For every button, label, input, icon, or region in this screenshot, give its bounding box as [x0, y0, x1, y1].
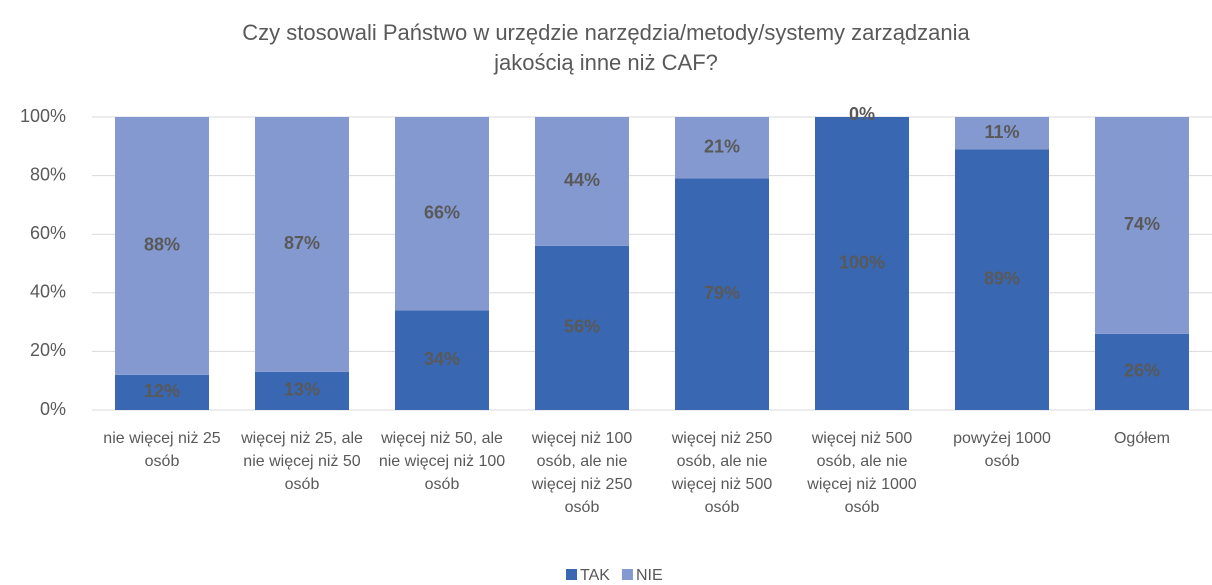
- bar-segment: [395, 117, 489, 311]
- bar-segment: [115, 117, 209, 375]
- y-tick-label: 60%: [30, 223, 66, 243]
- data-label: 56%: [564, 317, 600, 337]
- bar-segment: [815, 117, 909, 410]
- x-tick-label: więcej niż 25, ale nie więcej niż 50 osó…: [241, 430, 363, 493]
- legend-swatch: [621, 569, 633, 580]
- data-label: 74%: [1124, 214, 1160, 234]
- bar-segment: [395, 310, 489, 410]
- chart-title: Czy stosowali Państwo w urzędzie narzędz…: [242, 20, 970, 75]
- data-label: 88%: [144, 235, 180, 255]
- data-label: 11%: [984, 122, 1019, 142]
- x-tick-label: więcej niż 100 osób, ale nie więcej niż …: [531, 430, 633, 516]
- bar-segment: [1095, 333, 1189, 410]
- data-label: 44%: [564, 170, 600, 190]
- bar-segment: [115, 374, 209, 410]
- data-label: 66%: [424, 202, 460, 222]
- bar-segment: [955, 117, 1049, 150]
- legend-label: TAK: [580, 567, 610, 584]
- bar-segment: [535, 117, 629, 246]
- bar-segment: [675, 178, 769, 410]
- y-tick-label: 100%: [20, 106, 66, 126]
- bar-segment: [1095, 117, 1189, 334]
- x-tick-label: Ogółem: [1113, 430, 1171, 447]
- y-tick-label: 0%: [40, 399, 66, 419]
- bar-segment: [675, 117, 769, 179]
- y-tick-label: 80%: [30, 164, 66, 184]
- data-label: 87%: [284, 233, 320, 253]
- data-label: 13%: [284, 380, 320, 400]
- data-label: 34%: [424, 349, 460, 369]
- data-label: 26%: [1124, 361, 1160, 381]
- data-label: 0%: [849, 104, 875, 124]
- x-tick-label: więcej niż 250 osób, ale nie więcej niż …: [671, 430, 773, 516]
- bar-segment: [255, 371, 349, 410]
- x-tick-label: więcej niż 50, ale nie więcej niż 100 os…: [378, 430, 506, 493]
- data-label: 12%: [144, 381, 180, 401]
- data-label: 100%: [839, 252, 885, 272]
- bar-segment: [955, 149, 1049, 411]
- bar-segment: [535, 245, 629, 410]
- x-tick-label: więcej niż 500 osób, ale nie więcej niż …: [807, 430, 917, 516]
- x-tick-label: nie więcej niż 25 osób: [103, 430, 221, 470]
- x-tick-label: powyżej 1000 osób: [953, 430, 1051, 470]
- legend-label: NIE: [636, 567, 663, 584]
- y-tick-label: 40%: [30, 282, 66, 302]
- data-label: 89%: [984, 268, 1020, 288]
- data-label: 21%: [704, 137, 740, 157]
- data-label: 79%: [704, 283, 740, 303]
- y-tick-label: 20%: [30, 340, 66, 360]
- legend-swatch: [566, 569, 577, 580]
- bar-segment: [255, 117, 349, 372]
